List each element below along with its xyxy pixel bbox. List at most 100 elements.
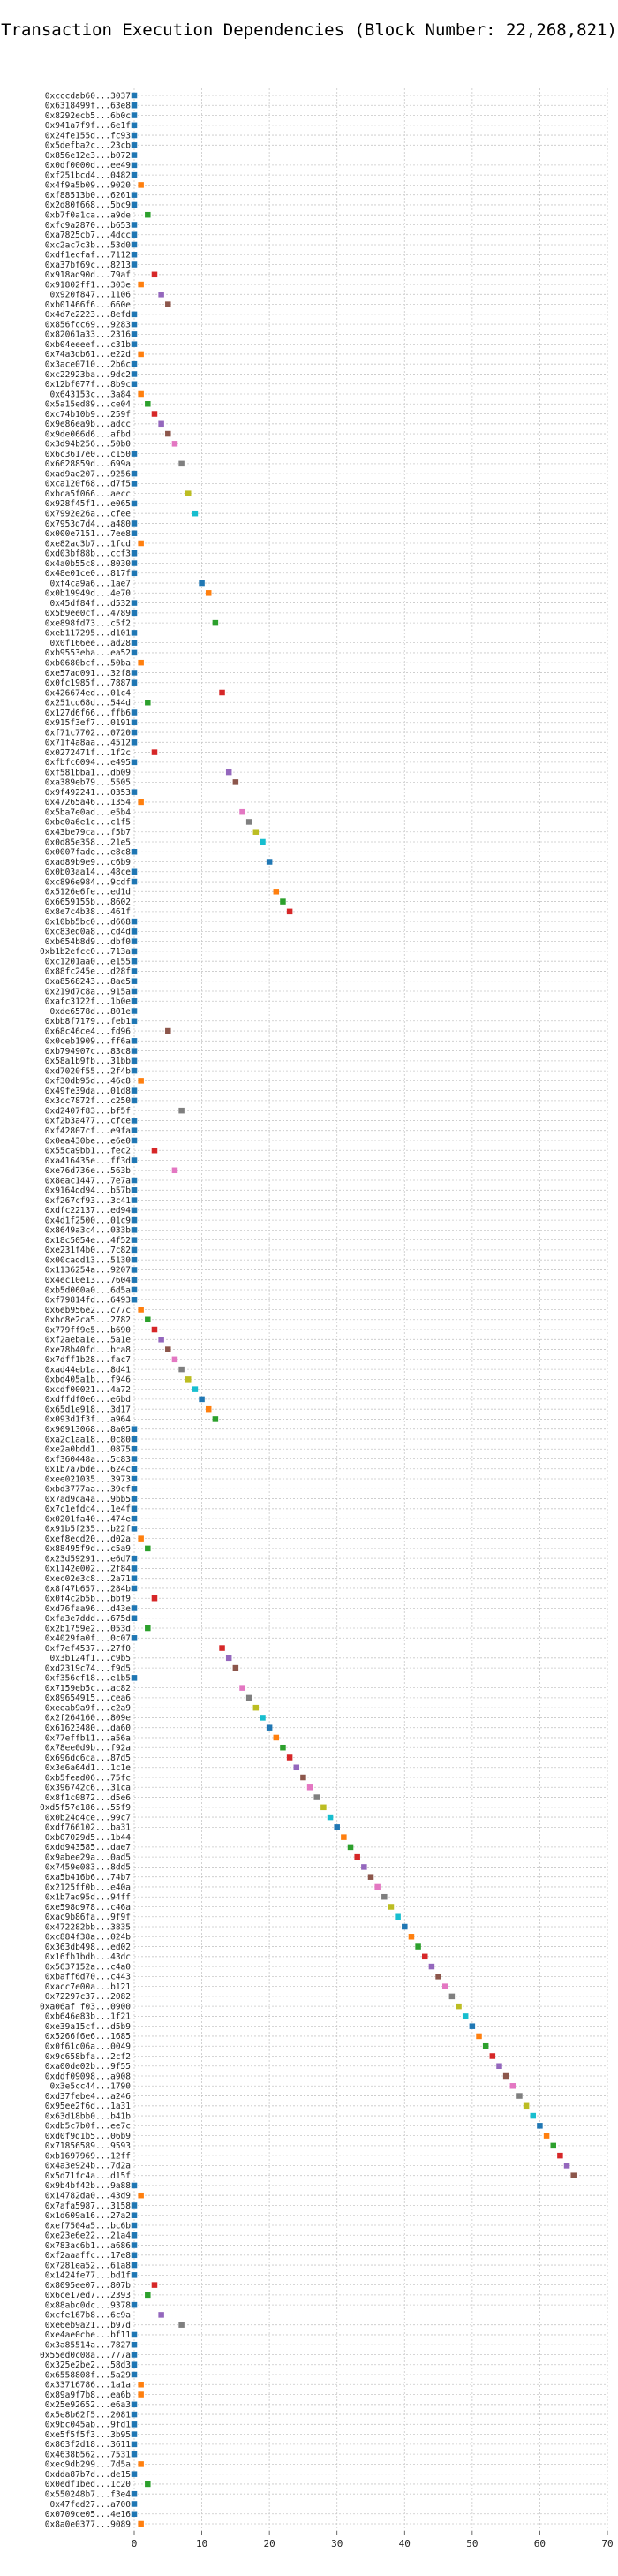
y-tick-label: 0x3e5cc44...1790 bbox=[49, 2082, 131, 2092]
data-point bbox=[131, 1565, 138, 1572]
y-tick-label: 0x89654915...cea6 bbox=[45, 1693, 132, 1703]
data-point bbox=[131, 1048, 138, 1054]
y-tick-label: 0x47265a46...1354 bbox=[45, 798, 132, 807]
y-tick-label: 0xe2a0bdd1...0875 bbox=[45, 1445, 131, 1455]
data-point bbox=[131, 1137, 138, 1144]
y-tick-label: 0x0edf1bed...1c20 bbox=[45, 2480, 132, 2489]
data-point bbox=[131, 2451, 138, 2458]
y-tick-label: 0x0709ce05...4e16 bbox=[45, 2510, 132, 2519]
y-tick-label: 0x61623480...da60 bbox=[45, 1724, 132, 1733]
y-tick-label: 0xbca5f066...aecc bbox=[45, 489, 131, 499]
data-point bbox=[131, 1267, 138, 1273]
data-point bbox=[300, 1774, 306, 1781]
data-point bbox=[131, 550, 138, 557]
y-tick-label: 0xa7825cb7...4dcc bbox=[45, 231, 131, 240]
data-point bbox=[138, 2520, 144, 2527]
data-point bbox=[165, 430, 171, 437]
y-tick-label: 0x1b7a7bde...624c bbox=[45, 1465, 131, 1474]
data-point bbox=[138, 799, 144, 806]
y-tick-label: 0xe4ae0cbe...bf11 bbox=[45, 2330, 132, 2340]
y-tick-label: 0x95ee2f6d...1a31 bbox=[45, 2102, 132, 2111]
data-point bbox=[131, 1496, 138, 1502]
y-tick-label: 0x918ad90d...79af bbox=[45, 270, 131, 280]
data-point bbox=[131, 918, 138, 925]
data-point bbox=[178, 1107, 185, 1114]
data-point bbox=[341, 1834, 347, 1840]
data-point bbox=[131, 739, 138, 746]
data-point bbox=[131, 2371, 138, 2378]
y-tick-label: 0xf7ef4537...27f0 bbox=[45, 1644, 132, 1654]
data-point bbox=[131, 381, 138, 387]
y-tick-label: 0xb7f0a1ca...a9de bbox=[45, 210, 132, 220]
y-tick-label: 0x5126e6fe...ed1d bbox=[45, 888, 131, 898]
y-tick-label: 0x4029fa0f...0c07 bbox=[45, 1634, 131, 1644]
data-point bbox=[563, 2163, 570, 2169]
data-point bbox=[138, 540, 144, 547]
y-tick-label: 0x4a3e924b...7d2a bbox=[45, 2162, 131, 2171]
y-tick-label: 0xf42807cf...e9fa bbox=[45, 1126, 131, 1136]
y-tick-label: 0x4a0b55c8...8030 bbox=[45, 559, 132, 569]
y-tick-label: 0x8eac1447...7e7a bbox=[45, 1176, 131, 1186]
data-point bbox=[131, 1018, 138, 1025]
data-point bbox=[239, 808, 245, 815]
y-tick-label: 0xf581bba1...db09 bbox=[45, 768, 132, 777]
data-point bbox=[435, 1974, 441, 1980]
data-point bbox=[131, 311, 138, 318]
data-point bbox=[131, 868, 138, 875]
data-point bbox=[131, 231, 138, 238]
y-tick-label: 0x0df0000d...ee49 bbox=[45, 161, 132, 170]
y-tick-label: 0x58a1b9fb...31bb bbox=[45, 1057, 132, 1066]
data-point bbox=[225, 769, 232, 776]
y-tick-label: 0x6ce17ed7...2393 bbox=[45, 2291, 131, 2300]
y-tick-label: 0x4638b562...7531 bbox=[45, 2450, 132, 2459]
y-tick-label: 0x82061a33...2316 bbox=[45, 330, 132, 340]
data-point bbox=[131, 222, 138, 228]
y-tick-label: 0x1d609a16...27a2 bbox=[45, 2211, 131, 2221]
data-point bbox=[280, 898, 286, 905]
data-point bbox=[192, 1386, 199, 1392]
y-tick-label: 0x9c658bfa...2cf2 bbox=[45, 2052, 131, 2062]
data-point bbox=[131, 2431, 138, 2437]
y-tick-label: 0xfc9a2870...b653 bbox=[45, 221, 131, 231]
y-tick-label: 0x856fcc69...9283 bbox=[45, 320, 131, 330]
data-point bbox=[131, 481, 138, 487]
y-tick-label: 0x7159eb5c...ac82 bbox=[45, 1684, 131, 1693]
data-point bbox=[131, 341, 138, 347]
data-point bbox=[145, 700, 151, 706]
data-point bbox=[131, 1466, 138, 1473]
y-tick-label: 0x2d80f668...5bc9 bbox=[45, 201, 132, 210]
data-point bbox=[131, 1097, 138, 1104]
y-tick-label: 0xcfe167b8...6c9a bbox=[45, 2311, 131, 2321]
y-tick-label: 0x77effb11...a56a bbox=[45, 1733, 131, 1743]
y-tick-label: 0x8f47b657...284b bbox=[45, 1584, 132, 1594]
data-point bbox=[131, 500, 138, 507]
y-tick-label: 0xad89b9e9...c6b9 bbox=[45, 858, 132, 868]
data-point bbox=[131, 2341, 138, 2348]
data-point bbox=[469, 2023, 476, 2029]
data-point bbox=[131, 331, 138, 337]
y-tick-label: 0xbb8f7179...feb1 bbox=[45, 1017, 132, 1027]
data-point bbox=[273, 1734, 280, 1741]
data-point bbox=[252, 829, 260, 835]
y-tick-label: 0xf4ca9a6...1ae7 bbox=[49, 579, 131, 588]
data-point bbox=[543, 2133, 550, 2139]
y-tick-label: 0x9abee29a...0ad5 bbox=[45, 1852, 131, 1862]
data-point bbox=[131, 878, 138, 885]
data-point bbox=[131, 2511, 138, 2517]
data-point bbox=[131, 928, 138, 935]
y-tick-label: 0x7281ea52...61a8 bbox=[45, 2261, 132, 2270]
y-tick-label: 0xe57ad091...32f8 bbox=[45, 669, 132, 678]
y-tick-label: 0x0201fa40...474e bbox=[45, 1514, 132, 1524]
y-tick-label: 0xeeab9a9f...c2a9 bbox=[45, 1703, 132, 1713]
data-point bbox=[131, 132, 138, 139]
y-tick-label: 0x72297c37...2082 bbox=[45, 1992, 131, 2002]
data-point bbox=[145, 1316, 151, 1323]
data-point bbox=[131, 1087, 138, 1094]
data-point bbox=[151, 2282, 158, 2288]
data-point bbox=[131, 2202, 138, 2209]
y-tick-label: 0xdf1ecfaf...7112 bbox=[45, 251, 131, 261]
data-point bbox=[131, 451, 138, 457]
y-tick-label: 0x0f4c2b5b...bbf9 bbox=[45, 1595, 132, 1604]
data-point bbox=[225, 1655, 232, 1662]
y-tick-label: 0x2f264160...809e bbox=[45, 1714, 132, 1724]
